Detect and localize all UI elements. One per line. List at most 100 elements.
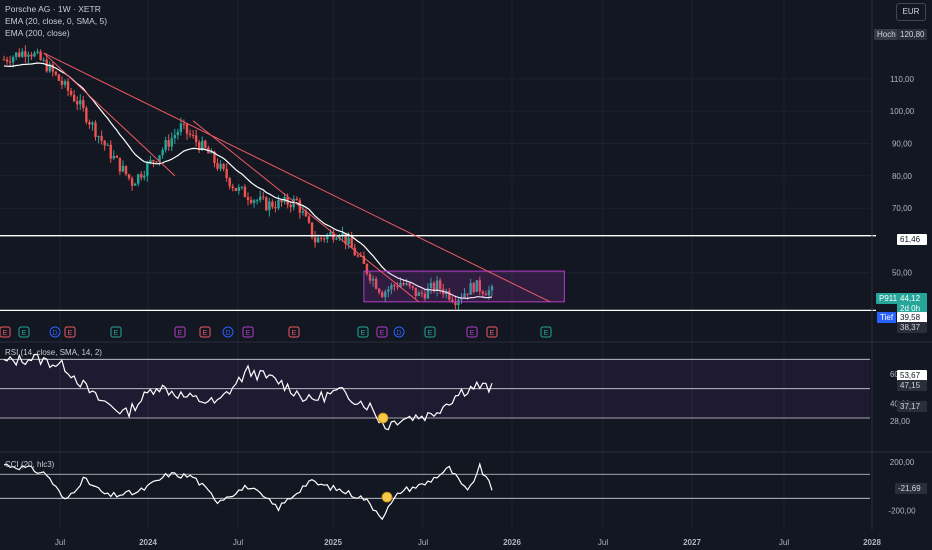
candle-body xyxy=(265,197,268,211)
candle-body xyxy=(454,301,457,306)
candle-body xyxy=(82,100,85,108)
candle-body xyxy=(179,123,183,133)
marker-frame xyxy=(540,326,552,338)
candle-body xyxy=(140,174,143,178)
candle-body xyxy=(79,100,82,105)
range-box xyxy=(363,270,565,303)
earnings-marker: E xyxy=(0,326,11,338)
candle-body xyxy=(362,256,366,264)
marker-frame xyxy=(64,326,76,338)
candle-body xyxy=(384,291,387,298)
candle-body xyxy=(259,196,262,201)
y-tick-label: 50,00 xyxy=(892,269,913,278)
marker-label: D xyxy=(52,330,57,337)
candle-body xyxy=(329,232,332,235)
candle-body xyxy=(347,237,350,244)
candle-body xyxy=(127,174,131,179)
candle-body xyxy=(271,201,274,208)
candle-body xyxy=(24,51,27,57)
candle-body xyxy=(97,136,100,138)
marker-frame xyxy=(486,326,498,338)
earnings-marker: E xyxy=(199,326,211,338)
candle-body xyxy=(72,94,76,102)
candle-body xyxy=(48,64,51,72)
candle-body xyxy=(365,263,369,274)
marker-frame xyxy=(174,326,186,338)
cci-line xyxy=(3,461,493,521)
y-tick-label: 110,00 xyxy=(890,75,914,84)
candle-body xyxy=(481,291,485,294)
signal-marker-icon xyxy=(381,491,393,503)
candle-body xyxy=(115,155,119,158)
candle-body xyxy=(30,54,33,57)
candle-body xyxy=(460,297,463,300)
candle-body xyxy=(69,90,73,95)
candle-body xyxy=(402,282,405,285)
candle-body xyxy=(307,216,311,223)
candle-body xyxy=(198,142,201,151)
candle-body xyxy=(15,52,18,57)
candle-body xyxy=(295,198,298,201)
candle-body xyxy=(457,299,460,306)
y-tick-label: 70,00 xyxy=(892,204,913,213)
rsi-line xyxy=(3,353,493,431)
candle-body xyxy=(390,285,393,290)
candle-body xyxy=(176,132,180,136)
candle-body xyxy=(405,283,408,285)
candle-body xyxy=(371,278,375,281)
marker-label: E xyxy=(470,330,475,337)
candle-body xyxy=(161,149,164,156)
candle-body xyxy=(353,247,356,256)
candle-body xyxy=(170,138,173,147)
candle-body xyxy=(130,178,134,186)
marker-frame xyxy=(49,326,61,338)
candle-body xyxy=(466,293,469,295)
x-tick-label: Jul xyxy=(779,538,789,547)
candle-body xyxy=(188,133,192,136)
marker-frame xyxy=(242,326,254,338)
candle-body xyxy=(11,56,15,63)
candle-body xyxy=(316,237,320,243)
candle-body xyxy=(21,51,24,57)
candle-body xyxy=(344,232,347,244)
candle-body xyxy=(27,54,30,57)
candle-body xyxy=(76,101,79,105)
currency-button[interactable]: EUR xyxy=(896,3,926,21)
earnings-marker: E xyxy=(376,326,388,338)
dividend-marker: D xyxy=(393,326,405,338)
candle-body xyxy=(301,211,305,213)
candle-body xyxy=(417,292,420,297)
candle-body xyxy=(191,135,195,137)
candle-body xyxy=(387,289,390,292)
candle-body xyxy=(429,282,433,288)
candle-body xyxy=(137,174,140,184)
candle-body xyxy=(274,207,277,209)
candle-body xyxy=(85,107,88,123)
marker-label: E xyxy=(246,330,251,337)
marker-label: E xyxy=(3,330,8,337)
candle-body xyxy=(262,196,265,198)
marker-frame xyxy=(199,326,211,338)
cci-tick-label: 200,00 xyxy=(890,458,915,467)
candle-body xyxy=(350,237,353,248)
candle-body xyxy=(194,135,198,143)
candle-body xyxy=(472,283,475,292)
candle-body xyxy=(323,238,326,240)
marker-label: E xyxy=(428,330,433,337)
marker-label: E xyxy=(178,330,183,337)
candle-body xyxy=(246,197,250,200)
x-tick-label: 2026 xyxy=(503,538,521,547)
candle-body xyxy=(213,151,216,163)
candle-body xyxy=(146,162,149,176)
candle-body xyxy=(469,283,472,295)
ema200-legend: EMA (200, close) xyxy=(5,28,70,38)
candle-body xyxy=(451,299,454,302)
candle-body xyxy=(420,292,424,294)
high-value: 120,80 xyxy=(897,29,927,40)
candle-body xyxy=(94,122,97,137)
marker-label: E xyxy=(361,330,366,337)
y-tick-label: 100,00 xyxy=(890,107,915,116)
marker-label: E xyxy=(380,330,385,337)
